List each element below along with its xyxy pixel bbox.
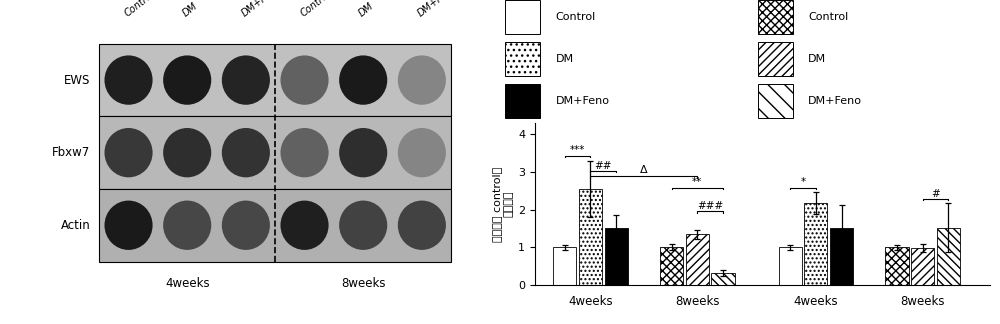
Text: **: ** — [692, 178, 702, 188]
Ellipse shape — [222, 55, 270, 105]
Text: DM+Feno: DM+Feno — [808, 96, 862, 106]
Text: Actin: Actin — [61, 219, 90, 232]
Bar — [605, 228, 628, 285]
Bar — [99, 116, 451, 189]
Text: Δ: Δ — [640, 166, 648, 176]
Bar — [505, 0, 540, 34]
Text: EWS: EWS — [64, 74, 90, 87]
Ellipse shape — [104, 55, 153, 105]
Y-axis label: （相比于 control）
蛋白表达: （相比于 control） 蛋白表达 — [492, 167, 514, 242]
Bar — [686, 234, 709, 285]
Text: DM+Feno: DM+Feno — [556, 96, 610, 106]
Bar — [505, 42, 540, 76]
Ellipse shape — [104, 201, 153, 250]
Ellipse shape — [222, 128, 270, 177]
Ellipse shape — [339, 128, 387, 177]
Bar — [779, 248, 802, 285]
Text: DM+Feno: DM+Feno — [240, 0, 283, 19]
Bar — [885, 248, 909, 285]
Bar — [758, 84, 793, 118]
Text: ###: ### — [697, 201, 723, 211]
Bar — [804, 203, 827, 285]
Ellipse shape — [163, 201, 211, 250]
Bar — [711, 273, 735, 285]
Bar — [758, 0, 793, 34]
Ellipse shape — [163, 128, 211, 177]
Text: ##: ## — [594, 160, 612, 170]
Ellipse shape — [280, 55, 329, 105]
Text: Control: Control — [556, 12, 596, 22]
Bar — [660, 248, 683, 285]
Text: Fbxw7: Fbxw7 — [52, 146, 90, 159]
Ellipse shape — [163, 55, 211, 105]
Ellipse shape — [222, 201, 270, 250]
Bar — [553, 248, 576, 285]
Bar — [579, 189, 602, 285]
Text: 4weeks: 4weeks — [165, 277, 210, 290]
Ellipse shape — [339, 201, 387, 250]
Text: 8weeks: 8weeks — [341, 277, 385, 290]
Bar — [99, 189, 451, 261]
Bar — [911, 248, 934, 285]
Text: Control: Control — [298, 0, 333, 19]
Text: Control: Control — [808, 12, 848, 22]
Ellipse shape — [280, 128, 329, 177]
Ellipse shape — [398, 55, 446, 105]
Text: DM: DM — [556, 54, 574, 64]
Text: Control: Control — [122, 0, 157, 19]
Text: DM: DM — [808, 54, 826, 64]
Ellipse shape — [104, 128, 153, 177]
Bar — [99, 44, 451, 116]
Ellipse shape — [280, 201, 329, 250]
Text: *: * — [800, 178, 806, 188]
Text: DM: DM — [357, 1, 376, 19]
Ellipse shape — [339, 55, 387, 105]
Bar — [758, 42, 793, 76]
Text: DM: DM — [181, 1, 200, 19]
Ellipse shape — [398, 128, 446, 177]
Bar — [830, 228, 853, 285]
Ellipse shape — [398, 201, 446, 250]
Text: ***: *** — [570, 145, 585, 156]
Bar — [937, 228, 960, 285]
Text: #: # — [931, 189, 940, 199]
Text: DM+Feno: DM+Feno — [416, 0, 459, 19]
Bar — [505, 84, 540, 118]
